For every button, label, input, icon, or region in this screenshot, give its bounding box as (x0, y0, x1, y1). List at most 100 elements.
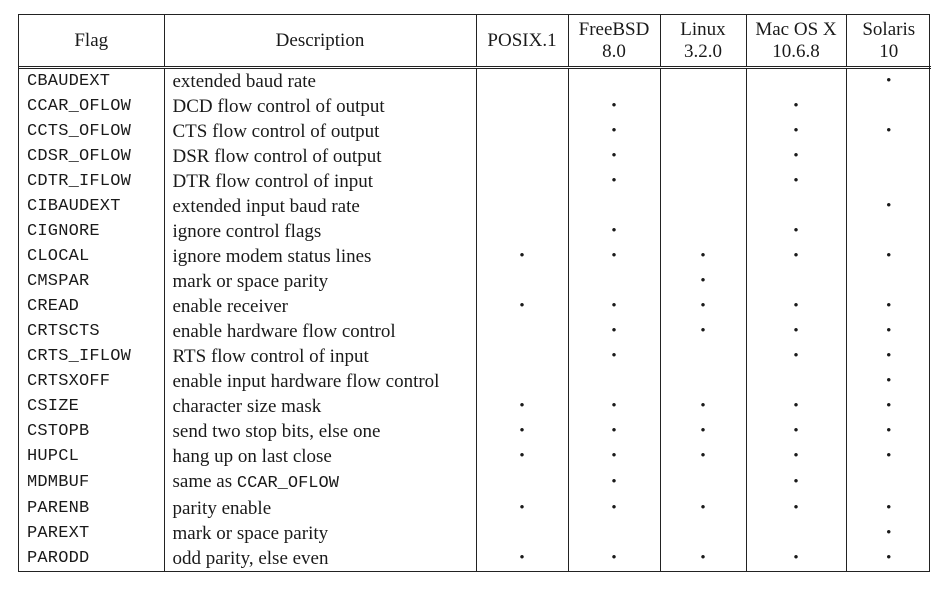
cell-flag: PAREXT (19, 521, 164, 546)
cell-support-sol: • (846, 344, 931, 369)
cell-support-linux (660, 169, 746, 194)
table-row: CMSPARmark or space parity• (19, 269, 931, 294)
cell-support-mac: • (746, 94, 846, 119)
cell-support-linux (660, 344, 746, 369)
col-header-solaris: Solaris 10 (846, 15, 931, 67)
cell-support-sol (846, 169, 931, 194)
cell-flag: CRTSXOFF (19, 369, 164, 394)
cell-support-mac: • (746, 496, 846, 521)
cell-support-linux (660, 521, 746, 546)
cell-support-sol (846, 144, 931, 169)
cell-support-fbsd: • (568, 444, 660, 469)
cell-flag: HUPCL (19, 444, 164, 469)
cell-support-sol: • (846, 194, 931, 219)
cell-flag: CSIZE (19, 394, 164, 419)
cell-flag: PARODD (19, 546, 164, 571)
cell-flag: CSTOPB (19, 419, 164, 444)
terminal-flags-table: Flag Description POSIX.1 FreeBSD 8.0 Lin… (19, 15, 931, 571)
cell-support-fbsd: • (568, 469, 660, 496)
cell-description: hang up on last close (164, 444, 476, 469)
cell-support-mac: • (746, 546, 846, 571)
cell-support-linux (660, 369, 746, 394)
col-header-macosx: Mac OS X 10.6.8 (746, 15, 846, 67)
cell-support-mac: • (746, 144, 846, 169)
cell-support-mac: • (746, 419, 846, 444)
cell-flag: CBAUDEXT (19, 67, 164, 94)
cell-support-posix (476, 169, 568, 194)
cell-support-fbsd: • (568, 319, 660, 344)
cell-support-fbsd (568, 67, 660, 94)
cell-support-sol: • (846, 67, 931, 94)
cell-description: DCD flow control of output (164, 94, 476, 119)
cell-support-sol: • (846, 521, 931, 546)
table-row: CREADenable receiver••••• (19, 294, 931, 319)
cell-support-posix (476, 119, 568, 144)
cell-support-linux: • (660, 394, 746, 419)
cell-description: enable input hardware flow control (164, 369, 476, 394)
cell-support-posix: • (476, 444, 568, 469)
table-row: CDSR_OFLOWDSR flow control of output • • (19, 144, 931, 169)
cell-support-posix: • (476, 419, 568, 444)
cell-flag: CMSPAR (19, 269, 164, 294)
cell-support-mac (746, 194, 846, 219)
table-row: CRTSCTSenable hardware flow control•••• (19, 319, 931, 344)
cell-support-posix: • (476, 244, 568, 269)
cell-support-posix (476, 319, 568, 344)
cell-support-posix: • (476, 394, 568, 419)
cell-description: RTS flow control of input (164, 344, 476, 369)
cell-support-mac: • (746, 394, 846, 419)
cell-support-sol (846, 219, 931, 244)
cell-support-fbsd: • (568, 496, 660, 521)
cell-description: send two stop bits, else one (164, 419, 476, 444)
cell-support-sol: • (846, 419, 931, 444)
cell-support-linux (660, 219, 746, 244)
cell-support-linux (660, 469, 746, 496)
table-row: CIGNOREignore control flags•• (19, 219, 931, 244)
cell-support-sol: • (846, 496, 931, 521)
cell-support-linux: • (660, 319, 746, 344)
col-header-linux: Linux 3.2.0 (660, 15, 746, 67)
col-header-flag: Flag (19, 15, 164, 67)
cell-support-fbsd: • (568, 94, 660, 119)
cell-support-sol: • (846, 394, 931, 419)
cell-flag: CIBAUDEXT (19, 194, 164, 219)
cell-support-sol: • (846, 119, 931, 144)
cell-support-fbsd (568, 269, 660, 294)
cell-description: mark or space parity (164, 269, 476, 294)
table-row: HUPCLhang up on last close••••• (19, 444, 931, 469)
cell-support-mac: • (746, 244, 846, 269)
cell-description: enable hardware flow control (164, 319, 476, 344)
terminal-flags-table-container: Flag Description POSIX.1 FreeBSD 8.0 Lin… (18, 14, 930, 572)
cell-support-fbsd: • (568, 144, 660, 169)
table-row: CSTOPBsend two stop bits, else one••••• (19, 419, 931, 444)
cell-support-fbsd: • (568, 294, 660, 319)
col-header-posix: POSIX.1 (476, 15, 568, 67)
cell-flag: CCTS_OFLOW (19, 119, 164, 144)
col-header-freebsd: FreeBSD 8.0 (568, 15, 660, 67)
cell-support-linux (660, 119, 746, 144)
cell-support-sol (846, 269, 931, 294)
cell-support-linux (660, 67, 746, 94)
cell-support-fbsd: • (568, 419, 660, 444)
cell-support-posix (476, 94, 568, 119)
cell-support-mac: • (746, 319, 846, 344)
cell-description: DSR flow control of output (164, 144, 476, 169)
cell-support-mac: • (746, 444, 846, 469)
cell-support-posix (476, 469, 568, 496)
cell-support-sol (846, 469, 931, 496)
cell-support-fbsd: • (568, 169, 660, 194)
cell-support-posix: • (476, 496, 568, 521)
cell-description: extended baud rate (164, 67, 476, 94)
cell-support-mac: • (746, 469, 846, 496)
table-row: CRTS_IFLOWRTS flow control of input••• (19, 344, 931, 369)
cell-support-mac (746, 67, 846, 94)
table-body: CBAUDEXTextended baud rate•CCAR_OFLOWDCD… (19, 67, 931, 571)
table-row: CDTR_IFLOWDTR flow control of input•• (19, 169, 931, 194)
cell-description: character size mask (164, 394, 476, 419)
cell-support-linux (660, 194, 746, 219)
cell-support-sol: • (846, 369, 931, 394)
cell-support-posix (476, 219, 568, 244)
cell-description: parity enable (164, 496, 476, 521)
cell-flag: CDSR_OFLOW (19, 144, 164, 169)
cell-support-fbsd (568, 521, 660, 546)
